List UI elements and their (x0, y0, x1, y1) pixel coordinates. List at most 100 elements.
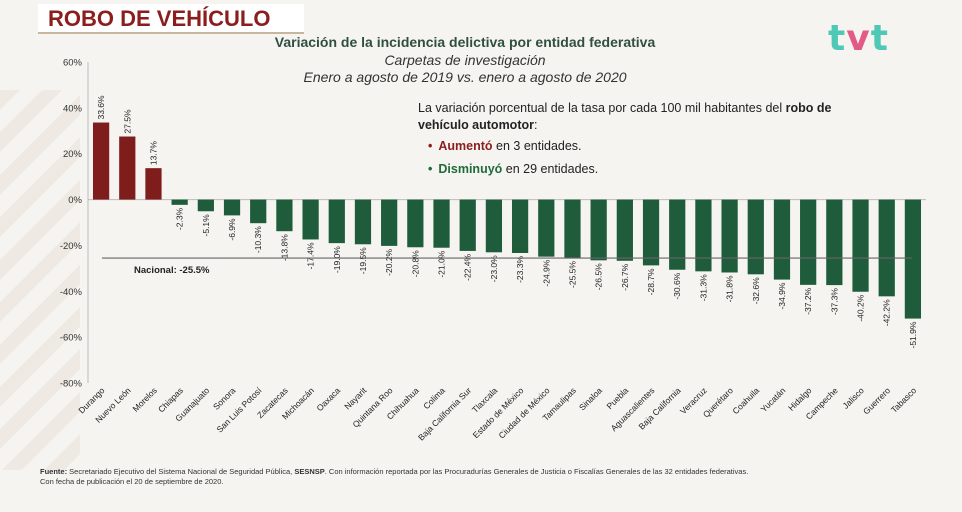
chart-headline: Variación de la incidencia delictiva por… (274, 34, 656, 50)
publication-date: Con fecha de publicación el 20 de septie… (40, 477, 224, 486)
bar (747, 199, 764, 275)
bar (328, 199, 345, 244)
bar (223, 199, 241, 216)
data-label: -20.2% (384, 248, 394, 275)
y-tick-label: -20% (60, 241, 83, 252)
data-label: -31.8% (725, 275, 735, 302)
data-label: -13.8% (279, 234, 289, 261)
bar (538, 199, 555, 257)
data-label: -32.6% (751, 277, 761, 304)
data-label: -24.9% (541, 259, 551, 286)
data-label: -25.5% (567, 261, 577, 288)
bar (616, 199, 633, 261)
x-tick-label: San Luis Potosí (214, 385, 264, 435)
bar (92, 122, 110, 200)
data-label: -37.3% (829, 288, 839, 315)
data-label: -42.2% (882, 299, 892, 326)
data-label: -40.2% (856, 294, 866, 321)
data-label: -51.9% (908, 321, 918, 348)
source-text: Secretariado Ejecutivo del Sistema Nacio… (67, 467, 295, 476)
y-tick-label: 60% (63, 58, 83, 69)
bullet-decrease: • Disminuyó en 29 entidades. (428, 162, 598, 176)
y-tick-label: -60% (60, 333, 83, 344)
data-label: -28.7% (646, 268, 656, 295)
bar (852, 199, 869, 292)
header-bar: ROBO DE VEHÍCULO (38, 4, 304, 34)
source-bold: SESNSP (294, 467, 325, 476)
y-tick-label: -40% (60, 287, 83, 298)
data-label: -37.2% (803, 287, 813, 314)
note-suffix: : (533, 118, 538, 132)
bullet-dot: • (428, 139, 433, 153)
bar (826, 199, 843, 286)
bar (354, 199, 372, 245)
data-label: -22.4% (463, 253, 473, 280)
bullet-text: en 29 entidades. (502, 162, 599, 176)
bar (407, 199, 424, 248)
x-tick-label: Coahuila (730, 385, 761, 416)
bar (642, 199, 660, 266)
bar (197, 199, 214, 212)
data-label: -6.9% (227, 218, 237, 241)
bar (511, 199, 529, 253)
data-label: -10.3% (253, 226, 263, 253)
chart-period: Enero a agosto de 2019 vs. enero a agost… (303, 69, 627, 85)
logo-letter: t (870, 18, 889, 59)
bar (433, 199, 450, 248)
x-tick-label: Oaxaca (314, 385, 342, 413)
logo-letter: t (828, 18, 847, 59)
data-label: -26.7% (620, 263, 630, 290)
tvt-logo: tvt (828, 18, 889, 59)
bullet-keyword: Aumentó (438, 139, 493, 153)
data-label: -26.5% (594, 263, 604, 290)
data-label: -21.0% (437, 250, 447, 277)
bar (119, 136, 136, 200)
y-tick-label: 40% (63, 103, 83, 114)
bar (276, 199, 293, 232)
y-tick-label: 0% (68, 195, 82, 206)
bar (695, 199, 712, 272)
logo-letter: v (846, 18, 871, 59)
bar (459, 199, 476, 251)
x-tick-label: Yucatán (759, 385, 788, 414)
note-text: La variación porcentual de la tasa por c… (418, 101, 786, 115)
data-label: -23.3% (515, 256, 525, 283)
bullet-text: en 3 entidades. (492, 139, 582, 153)
data-label: -2.3% (175, 207, 185, 230)
bullet-dot: • (428, 162, 433, 176)
x-tick-label: Morelos (130, 385, 158, 413)
bar (590, 199, 607, 261)
data-label: 27.5% (122, 109, 132, 134)
bar (773, 199, 791, 280)
data-label: 13.7% (148, 141, 158, 166)
data-label: -19.5% (358, 247, 368, 274)
bar (171, 199, 188, 205)
source-label: Fuente: (40, 467, 68, 476)
data-label: 33.6% (96, 95, 106, 120)
data-label: -23.0% (489, 255, 499, 282)
x-tick-label: Tabasco (889, 385, 919, 415)
chart-note: La variación porcentual de la tasa por c… (418, 100, 878, 134)
bar (250, 199, 267, 224)
bar (904, 199, 922, 319)
data-label: -20.8% (410, 250, 420, 277)
bar (485, 199, 503, 253)
background-pattern (0, 90, 80, 470)
bar (800, 199, 817, 285)
bar (381, 199, 398, 246)
data-label: -5.1% (201, 214, 211, 237)
bar (564, 199, 581, 259)
x-tick-label: Sinaloa (577, 385, 604, 412)
y-tick-label: 20% (63, 149, 83, 160)
data-label: -31.3% (698, 274, 708, 301)
bullet-keyword: Disminuyó (438, 162, 503, 176)
note-bold: robo de vehículo automotor (418, 101, 832, 132)
data-label: -19.0% (332, 246, 342, 273)
bar (721, 199, 738, 273)
data-label: -34.9% (777, 282, 787, 309)
bar (669, 199, 686, 270)
x-tick-label: Guerrero (861, 385, 892, 416)
page-title: ROBO DE VEHÍCULO (48, 6, 271, 31)
source-line: Fuente: Secretariado Ejecutivo del Siste… (40, 467, 940, 477)
